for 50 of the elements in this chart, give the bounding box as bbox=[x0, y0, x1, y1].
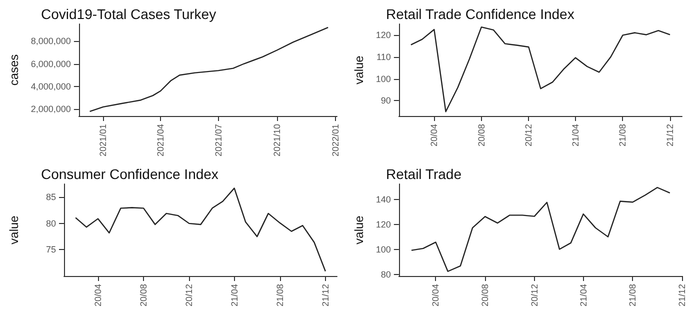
y-tick-label: 100 bbox=[376, 244, 391, 255]
x-tick-label: 20/12 bbox=[184, 284, 194, 307]
x-tick-label: 2021/04 bbox=[156, 124, 166, 157]
y-tick-label: 6,000,000 bbox=[30, 58, 71, 69]
line-series bbox=[89, 26, 329, 112]
x-tick-label: 21/04 bbox=[229, 284, 240, 307]
line-series bbox=[410, 26, 671, 112]
chart-title: Retail Trade bbox=[386, 166, 462, 182]
y-tick-label: 110 bbox=[376, 52, 391, 62]
y-axis-title: value bbox=[352, 55, 366, 84]
x-tick-label: 20/08 bbox=[480, 284, 490, 307]
y-tick-label: 90 bbox=[380, 96, 391, 106]
x-tick-label: 21/12 bbox=[677, 284, 687, 307]
x-tick-label: 21/04 bbox=[578, 284, 588, 307]
y-tick-label: 2,000,000 bbox=[30, 104, 71, 114]
x-tick-label: 2022/01 bbox=[330, 124, 341, 157]
chart-title: Consumer Confidence Index bbox=[41, 166, 218, 182]
x-tick-label: 20/04 bbox=[92, 284, 103, 307]
y-tick-label: 80 bbox=[380, 270, 391, 280]
x-tick-label: 21/04 bbox=[570, 124, 581, 147]
y-tick-label: 4,000,000 bbox=[30, 81, 71, 92]
y-tick-label: 80 bbox=[46, 218, 56, 228]
y-tick-label: 140 bbox=[376, 194, 391, 205]
y-tick-label: 120 bbox=[376, 30, 391, 40]
x-tick-label: 21/08 bbox=[618, 124, 628, 147]
chart-title: Retail Trade Confidence Index bbox=[386, 6, 574, 22]
line-series bbox=[74, 188, 326, 272]
x-tick-label: 20/04 bbox=[430, 284, 441, 307]
y-tick-label: 8,000,000 bbox=[30, 36, 71, 46]
line-series bbox=[410, 186, 670, 272]
y-tick-label: 100 bbox=[376, 74, 391, 84]
x-tick-label: 21/12 bbox=[320, 284, 330, 307]
y-axis-title: cases bbox=[7, 54, 21, 86]
y-tick-label: 120 bbox=[376, 220, 391, 230]
x-tick-label: 21/08 bbox=[628, 284, 638, 307]
x-tick-label: 20/12 bbox=[529, 284, 540, 307]
y-axis-title: value bbox=[352, 215, 366, 244]
x-tick-label: 2021/01 bbox=[98, 124, 108, 157]
y-tick-label: 75 bbox=[46, 244, 56, 255]
x-tick-label: 20/04 bbox=[429, 124, 440, 147]
y-tick-label: 85 bbox=[46, 192, 56, 202]
x-tick-label: 20/08 bbox=[138, 284, 149, 307]
y-axis-title: value bbox=[7, 215, 21, 244]
x-tick-label: 20/12 bbox=[524, 124, 534, 147]
x-tick-label: 21/08 bbox=[274, 284, 285, 307]
x-tick-label: 21/12 bbox=[664, 124, 675, 147]
x-tick-label: 20/08 bbox=[476, 124, 486, 147]
x-tick-label: 2021/10 bbox=[272, 124, 282, 157]
chart-title: Covid19-Total Cases Turkey bbox=[41, 6, 216, 22]
x-tick-label: 2021/07 bbox=[213, 124, 224, 157]
